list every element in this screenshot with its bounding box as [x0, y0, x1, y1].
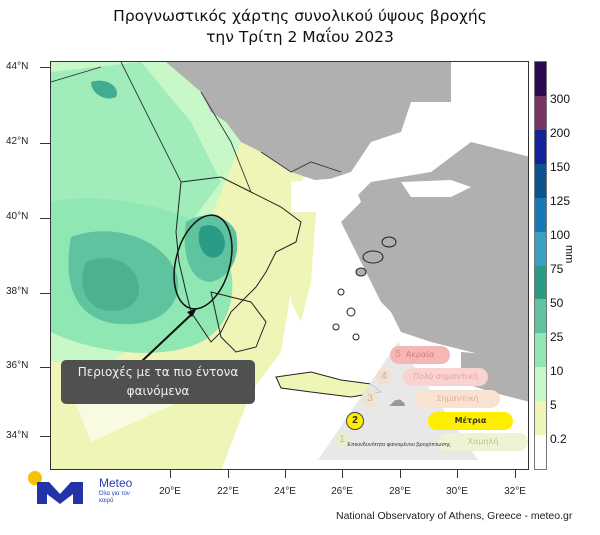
- lat-tick-34: 34°N: [6, 430, 29, 441]
- colorbar: [534, 61, 547, 470]
- colorbar-label-300: 300: [550, 92, 571, 106]
- risk-level-5-badge: 5: [390, 347, 406, 363]
- lon-tick-28: 28°E: [389, 486, 411, 497]
- risk-level-3-bar: Σημαντική: [415, 390, 500, 408]
- credit-text: National Observatory of Athens, Greece -…: [336, 510, 573, 522]
- rain-cloud-icon: ☁: [388, 390, 406, 410]
- colorbar-label-5: 5: [550, 398, 557, 412]
- risk-level-1-badge: 1: [334, 432, 350, 448]
- risk-level-3-badge: 3: [362, 391, 378, 407]
- colorbar-label-100: 100: [550, 228, 571, 242]
- map-title: Προγνωστικός χάρτης συνολικού ύψους βροχ…: [0, 6, 600, 48]
- risk-level-2-badge: 2: [346, 412, 364, 430]
- pyramid-shape: [318, 342, 478, 460]
- colorbar-label-25: 25: [550, 330, 564, 344]
- lon-tick-22: 22°E: [217, 486, 239, 497]
- lat-tick-44: 44°N: [6, 61, 29, 72]
- colorbar-label-125: 125: [550, 194, 571, 208]
- lon-tick-26: 26°E: [331, 486, 353, 497]
- lon-tick-30: 30°E: [446, 486, 468, 497]
- colorbar-label-0-2: 0.2: [550, 432, 567, 446]
- risk-level-1-bar: Χαμηλή: [438, 433, 528, 451]
- logo-brand: Meteo: [99, 476, 133, 490]
- colorbar-label-10: 10: [550, 364, 564, 378]
- risk-level-4-bar: Πολύ σημαντική: [403, 368, 488, 386]
- callout-line-2: φαινόμενα: [126, 384, 190, 398]
- pyramid-caption: Επικινδυνότητα φαινομένου βροχόπτωσης: [347, 442, 451, 448]
- risk-pyramid-legend: Ακραία Πολύ σημαντική Σημαντική Μέτρια Χ…: [318, 340, 530, 462]
- risk-level-2-bar: Μέτρια: [428, 412, 513, 430]
- colorbar-label-75: 75: [550, 262, 564, 276]
- colorbar-label-150: 150: [550, 160, 571, 174]
- lat-tick-36: 36°N: [6, 360, 29, 371]
- lon-tick-24: 24°E: [274, 486, 296, 497]
- colorbar-label-50: 50: [550, 296, 564, 310]
- colorbar-label-200: 200: [550, 126, 571, 140]
- risk-level-4-badge: 4: [376, 369, 392, 385]
- title-line-1: Προγνωστικός χάρτης συνολικού ύψους βροχ…: [113, 7, 487, 25]
- title-line-2: την Τρίτη 2 Μαΐου 2023: [206, 28, 394, 46]
- intense-areas-callout: Περιοχές με τα πιο έντονα φαινόμενα: [61, 360, 255, 404]
- meteo-logo: Meteo Όλα για τον καιρό: [25, 470, 135, 508]
- logo-tagline: Όλα για τον καιρό: [99, 491, 130, 504]
- callout-line-1: Περιοχές με τα πιο έντονα: [77, 365, 239, 379]
- lat-tick-40: 40°N: [6, 211, 29, 222]
- lat-tick-38: 38°N: [6, 286, 29, 297]
- meteo-m-icon: [28, 471, 83, 504]
- lon-tick-32: 32°E: [504, 486, 526, 497]
- lat-tick-42: 42°N: [6, 136, 29, 147]
- lon-tick-20: 20°E: [159, 486, 181, 497]
- colorbar-unit: mm: [563, 245, 575, 264]
